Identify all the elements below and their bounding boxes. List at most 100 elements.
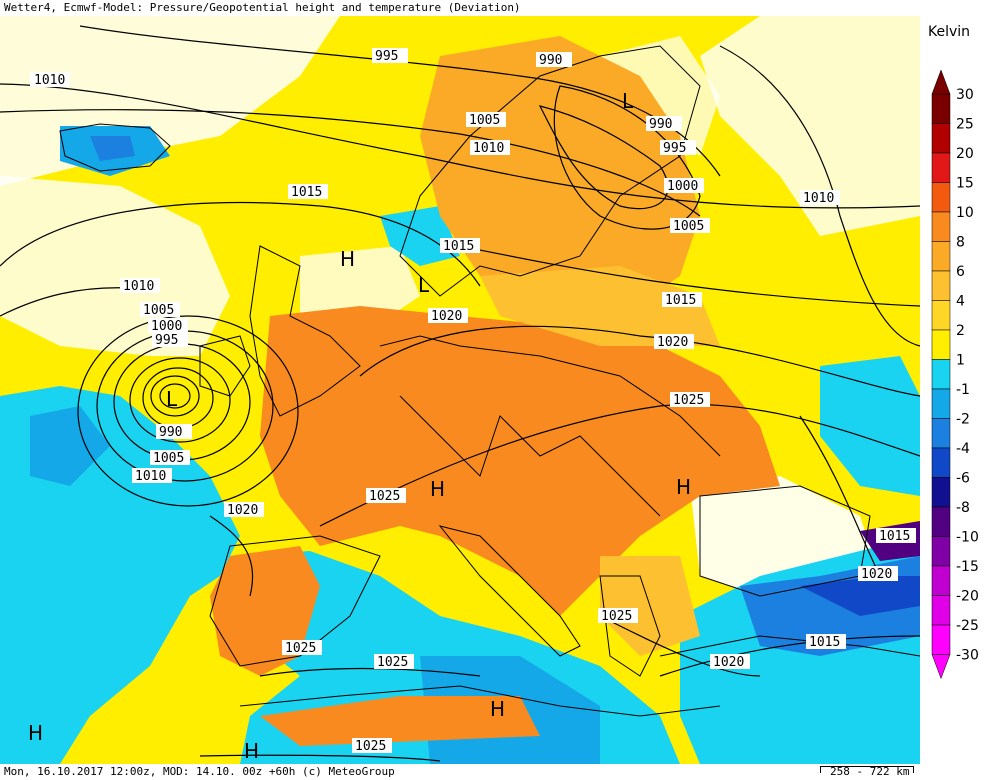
country-borders-sample-2 [399, 395, 661, 517]
legend-label: -8 [956, 500, 970, 516]
footer-bar: Mon, 16.10.2017 12:00z, MOD: 14.10. 00z … [0, 764, 1000, 780]
isobar-1020-iberia [209, 515, 254, 597]
iceland-coast [59, 123, 171, 172]
isobar-1015-caspian [799, 415, 881, 577]
legend-label: -25 [956, 618, 979, 634]
isobar-label: 1015 [291, 185, 322, 200]
isobar-label: 1025 [601, 609, 632, 624]
legend-swatch [931, 565, 951, 596]
isobar-1025-south [199, 754, 441, 762]
run-info: Mon, 16.10.2017 12:00z, MOD: 14.10. 00z … [4, 765, 395, 778]
legend-swatch [931, 359, 951, 390]
legend-swatch [931, 241, 951, 272]
isobar-label: 1020 [227, 503, 258, 518]
pressure-center-low: L [166, 387, 178, 411]
legend-unit: Kelvin [928, 24, 971, 40]
isobar-label: 1000 [667, 179, 698, 194]
isobar-label: 1000 [151, 319, 182, 334]
legend-label: 15 [956, 176, 974, 192]
isobar-1025 [319, 403, 920, 527]
legend-swatch [931, 329, 951, 360]
isobar-1015-east [459, 245, 920, 307]
isobar-1015-south [659, 635, 920, 677]
legend-label: 6 [956, 264, 965, 280]
isobar-label: 1005 [153, 451, 184, 466]
isobar-label: 1010 [34, 73, 65, 88]
pressure-center-low: L [622, 89, 634, 113]
ireland-coast [199, 335, 251, 397]
isobar-1010-east [719, 45, 920, 347]
color-legend: Kelvin 30 25 20 15 10 8 6 4 2 1 -1 -2 -4 -6 -8 -10 -15 -2… [920, 16, 1000, 764]
isobar-1010-north [0, 83, 920, 209]
country-borders-sample [379, 335, 721, 457]
legend-label: 4 [956, 294, 965, 310]
legend-swatch [931, 211, 951, 242]
legend-arrow-top [931, 69, 951, 95]
pressure-center-high: H [28, 721, 43, 745]
cold-anomaly-iceland-core [90, 136, 135, 161]
isobar-label: 995 [155, 333, 178, 348]
warm-anomaly-scandinavia [420, 36, 700, 316]
legend-label: 25 [956, 117, 974, 133]
map-canvas: 1010 995 990 1005 1010 990 995 1000 1015… [0, 16, 920, 764]
legend-swatch [931, 418, 951, 449]
british-isles-coast [249, 245, 361, 417]
legend-label: 2 [956, 323, 965, 339]
pressure-center-high: H [676, 475, 691, 499]
isobar-label: 1005 [673, 219, 704, 234]
legend-label: -2 [956, 412, 970, 428]
isobar-label: 990 [649, 117, 672, 132]
scale-text: 258 - 722 km [830, 765, 910, 778]
isobar-label: 1015 [809, 635, 840, 650]
legend-label: -6 [956, 471, 970, 487]
legend-arrow-bottom [931, 654, 951, 680]
pressure-center-high: H [244, 739, 259, 763]
pressure-center-low: L [418, 273, 430, 297]
legend-label: 10 [956, 205, 974, 221]
scale-bar [820, 766, 914, 773]
pressure-center-high: H [340, 247, 355, 271]
isobar-label: 1010 [803, 191, 834, 206]
isobar-label: 1005 [143, 303, 174, 318]
isobar-label: 1025 [285, 641, 316, 656]
isobar-label: 1020 [431, 309, 462, 324]
isobar-label: 1010 [123, 279, 154, 294]
legend-swatch [931, 506, 951, 537]
legend-swatch [931, 182, 951, 213]
neutral-area-russia [700, 16, 920, 236]
legend-label: -30 [956, 648, 979, 664]
low-ring-7 [77, 315, 299, 507]
map-title: Wetter4, Ecmwf-Model: Pressure/Geopotent… [0, 0, 920, 16]
legend-label: 1 [956, 353, 965, 369]
isobar-label: 1025 [673, 393, 704, 408]
isobar-label: 1010 [135, 469, 166, 484]
low-ring-1 [159, 383, 191, 409]
isobar-label: 1020 [713, 655, 744, 670]
low-ring-2 [150, 375, 200, 417]
isobar-label: 1020 [657, 335, 688, 350]
coastlines [59, 45, 920, 717]
isobar-label: 1020 [861, 567, 892, 582]
warm-anomaly-north-africa [260, 696, 540, 746]
legend-swatch [931, 152, 951, 183]
isobar-label: 1015 [879, 529, 910, 544]
isobar-1020-greece [599, 615, 761, 677]
neutral-area-lapland [600, 36, 720, 156]
warm-anomaly-central-europe [260, 306, 780, 616]
isobar-label: 1015 [443, 239, 474, 254]
pressure-centers: L H L H H H H H L [28, 89, 691, 763]
isobar-label: 990 [159, 425, 182, 440]
legend-swatch [931, 595, 951, 626]
isobar-label: 990 [539, 53, 562, 68]
legend-swatch [931, 447, 951, 478]
legend-label: -4 [956, 441, 970, 457]
legend-swatch [931, 536, 951, 567]
isobar-1025-africa [259, 667, 481, 677]
weather-map: 1010 995 990 1005 1010 990 995 1000 1015… [0, 16, 920, 764]
italy-coast [438, 525, 581, 657]
isobar-label: 995 [663, 141, 686, 156]
legend-label: -1 [956, 382, 970, 398]
isobar-990-lapland [538, 105, 669, 210]
isobar-labels: 1010 995 990 1005 1010 990 995 1000 1015… [30, 48, 916, 754]
isobar-1010-west [0, 287, 131, 317]
